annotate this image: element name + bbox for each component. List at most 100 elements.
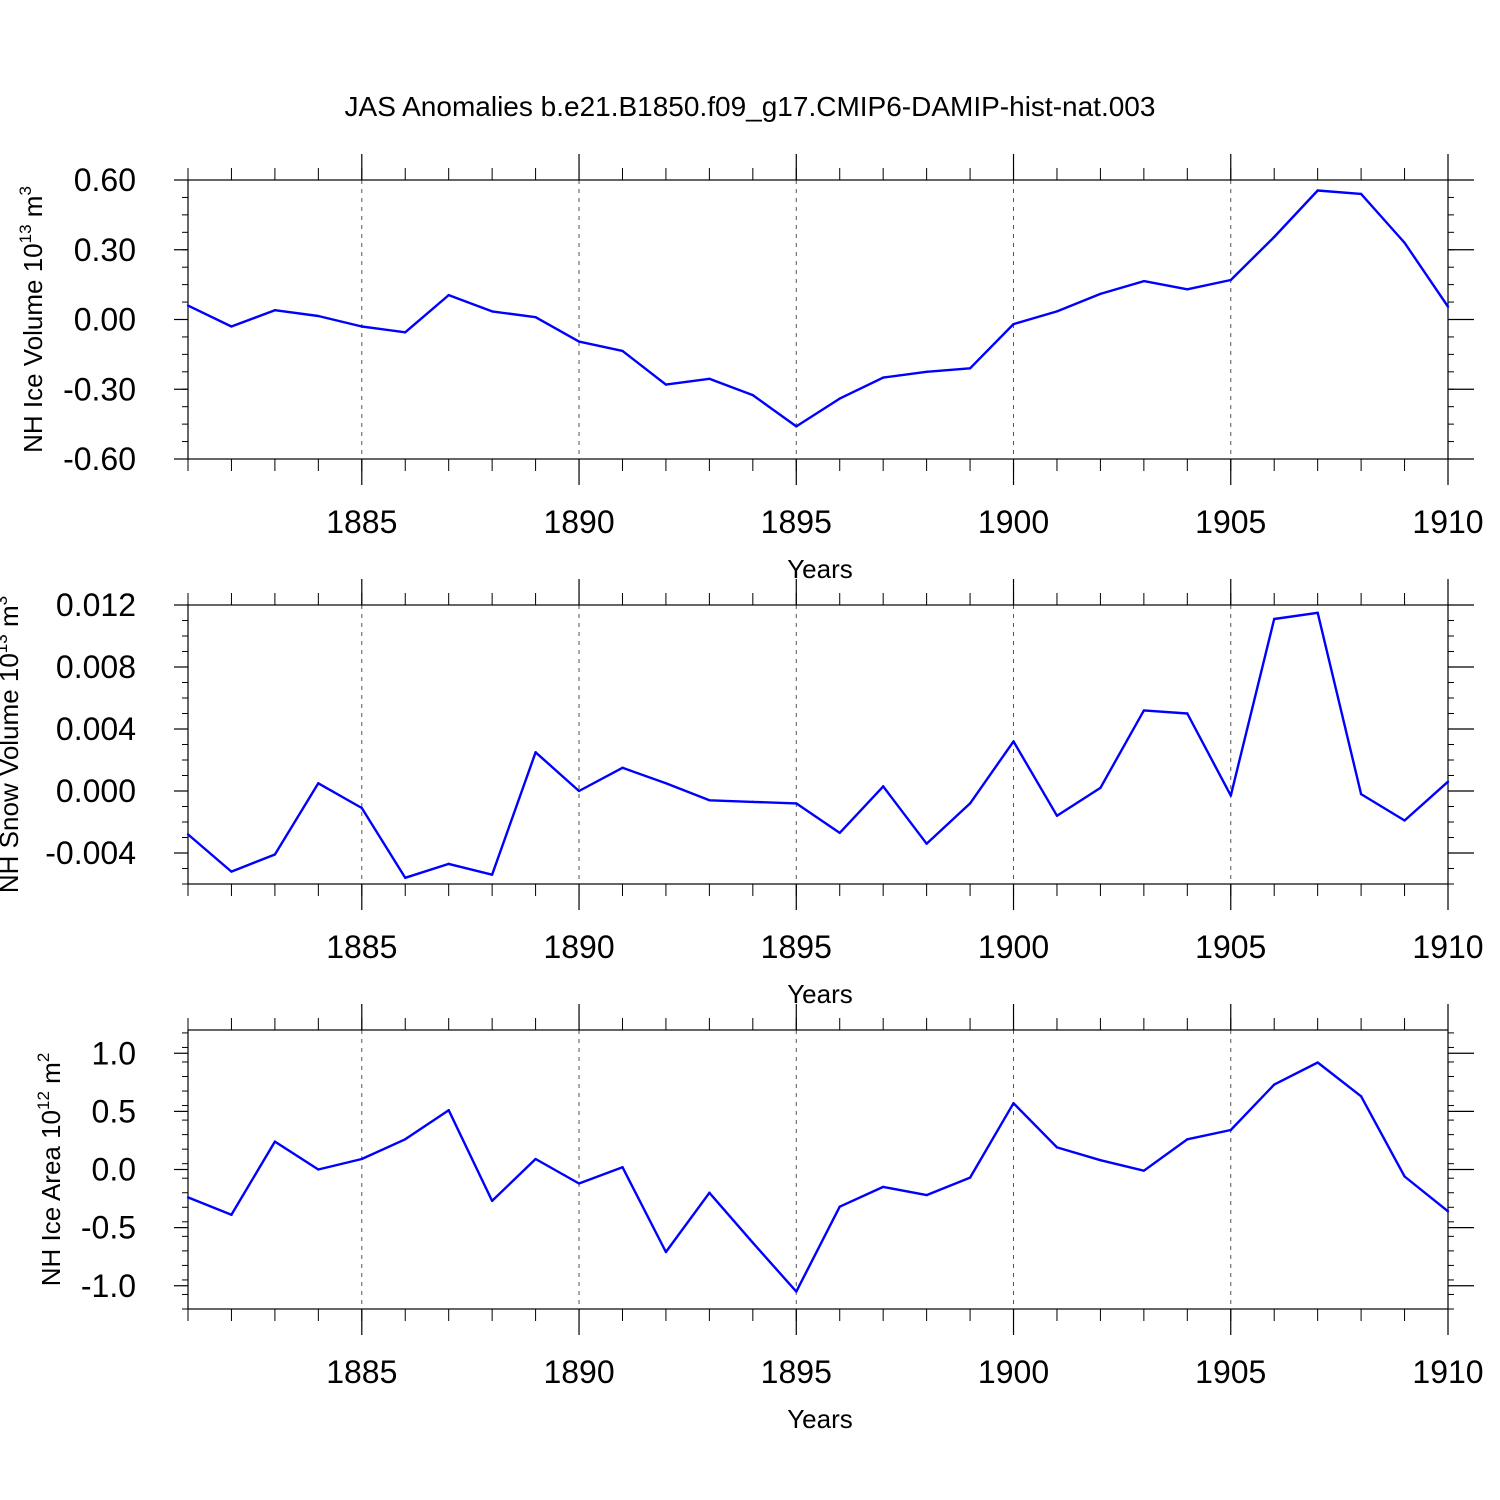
data-point bbox=[1316, 189, 1319, 192]
data-point bbox=[404, 331, 407, 334]
data-point bbox=[1359, 792, 1363, 796]
data-point bbox=[273, 853, 277, 856]
x-tick-label: 1895 bbox=[761, 504, 832, 540]
x-tick-label: 1905 bbox=[1195, 929, 1266, 965]
data-point bbox=[360, 325, 363, 328]
data-point bbox=[664, 1250, 668, 1254]
data-point bbox=[1055, 1146, 1059, 1149]
x-tick-label: 1885 bbox=[326, 504, 397, 540]
y-tick-label: 0.00 bbox=[74, 302, 136, 338]
data-point bbox=[1142, 709, 1146, 712]
data-point bbox=[534, 315, 537, 319]
data-point bbox=[838, 397, 841, 400]
data-point bbox=[490, 1199, 494, 1203]
data-point bbox=[360, 1157, 363, 1161]
data-point bbox=[490, 873, 494, 876]
x-tick-label: 1905 bbox=[1195, 1354, 1266, 1390]
data-point bbox=[186, 304, 190, 307]
data-point bbox=[751, 393, 755, 397]
data-point bbox=[1186, 712, 1189, 715]
y-tick-label: 0.008 bbox=[56, 649, 136, 685]
data-point bbox=[577, 1182, 581, 1185]
x-tick-label: 1890 bbox=[543, 929, 614, 965]
data-point bbox=[273, 1140, 277, 1143]
x-axis-title: Years bbox=[787, 979, 853, 1009]
data-point bbox=[751, 800, 755, 804]
data-series-line bbox=[187, 189, 1449, 428]
data-point bbox=[1273, 1083, 1276, 1086]
x-tick-label: 1900 bbox=[978, 1354, 1049, 1390]
data-point bbox=[621, 349, 624, 353]
data-point bbox=[1316, 611, 1319, 614]
data-point bbox=[1186, 1138, 1189, 1141]
data-point bbox=[708, 799, 711, 802]
data-point bbox=[1012, 1102, 1015, 1105]
x-tick-label: 1905 bbox=[1195, 504, 1266, 540]
data-point bbox=[1229, 278, 1232, 282]
x-tick-label: 1900 bbox=[978, 504, 1049, 540]
data-point bbox=[1142, 1169, 1146, 1172]
data-point bbox=[1055, 310, 1059, 313]
y-axis-title: NH Snow Volume 1013 m3 bbox=[0, 596, 24, 893]
data-point bbox=[881, 1185, 885, 1189]
data-point bbox=[186, 833, 190, 836]
data-series-line bbox=[187, 1061, 1449, 1293]
y-tick-label: 0.60 bbox=[74, 162, 136, 198]
data-point bbox=[1142, 279, 1146, 283]
y-tick-label: 0.004 bbox=[56, 711, 136, 747]
y-tick-label: -0.60 bbox=[63, 441, 136, 477]
data-point bbox=[360, 806, 363, 810]
data-point bbox=[708, 1191, 711, 1194]
data-point bbox=[1055, 814, 1059, 817]
x-axis-title: Years bbox=[787, 1404, 853, 1434]
data-point bbox=[1403, 819, 1406, 822]
x-tick-label: 1885 bbox=[326, 929, 397, 965]
y-tick-label: 0.30 bbox=[74, 232, 136, 268]
data-point bbox=[708, 377, 711, 380]
y-tick-label: 0.5 bbox=[92, 1093, 136, 1129]
data-point bbox=[273, 309, 277, 312]
data-point bbox=[1012, 322, 1015, 326]
data-point bbox=[447, 293, 450, 297]
data-point bbox=[1359, 1095, 1363, 1098]
y-tick-label: -0.004 bbox=[45, 835, 136, 871]
data-point bbox=[230, 870, 233, 873]
data-point bbox=[968, 367, 972, 370]
data-point bbox=[838, 1205, 841, 1208]
y-tick-label: 0.000 bbox=[56, 773, 136, 809]
data-point bbox=[1012, 740, 1015, 743]
data-point bbox=[490, 310, 494, 313]
data-point bbox=[1446, 780, 1450, 783]
y-tick-label: -1.0 bbox=[81, 1268, 136, 1304]
data-point bbox=[577, 789, 581, 793]
data-point bbox=[881, 376, 885, 379]
data-point bbox=[925, 842, 928, 845]
data-point bbox=[1273, 617, 1276, 621]
data-point bbox=[621, 766, 624, 769]
x-tick-label: 1910 bbox=[1412, 504, 1483, 540]
data-point bbox=[838, 831, 841, 835]
data-point bbox=[925, 370, 928, 374]
y-tick-label: -0.5 bbox=[81, 1210, 136, 1246]
x-tick-label: 1890 bbox=[543, 1354, 614, 1390]
data-point bbox=[1099, 1159, 1102, 1162]
data-point bbox=[664, 782, 668, 785]
data-point bbox=[317, 1168, 320, 1171]
x-tick-label: 1895 bbox=[761, 1354, 832, 1390]
data-point bbox=[1403, 1175, 1406, 1178]
plot-frame bbox=[187, 1029, 1449, 1310]
x-tick-label: 1900 bbox=[978, 929, 1049, 965]
data-point bbox=[534, 1157, 537, 1161]
data-point bbox=[404, 1138, 407, 1141]
x-tick-label: 1910 bbox=[1412, 929, 1483, 965]
data-point bbox=[968, 802, 972, 805]
data-point bbox=[317, 314, 320, 318]
chart-title: JAS Anomalies b.e21.B1850.f09_g17.CMIP6-… bbox=[345, 91, 1156, 122]
panel-3: 1885 1890 1895 1900 1905 1910 -1.0 -0.5 0.0 0.5 1.… bbox=[34, 1004, 1484, 1434]
data-point bbox=[881, 785, 885, 788]
data-point bbox=[577, 340, 581, 343]
plot-frame bbox=[187, 604, 1449, 885]
data-point bbox=[447, 1109, 450, 1112]
y-axis-title: NH Ice Area 1012 m2 bbox=[34, 1053, 66, 1287]
data-point bbox=[1099, 786, 1102, 790]
